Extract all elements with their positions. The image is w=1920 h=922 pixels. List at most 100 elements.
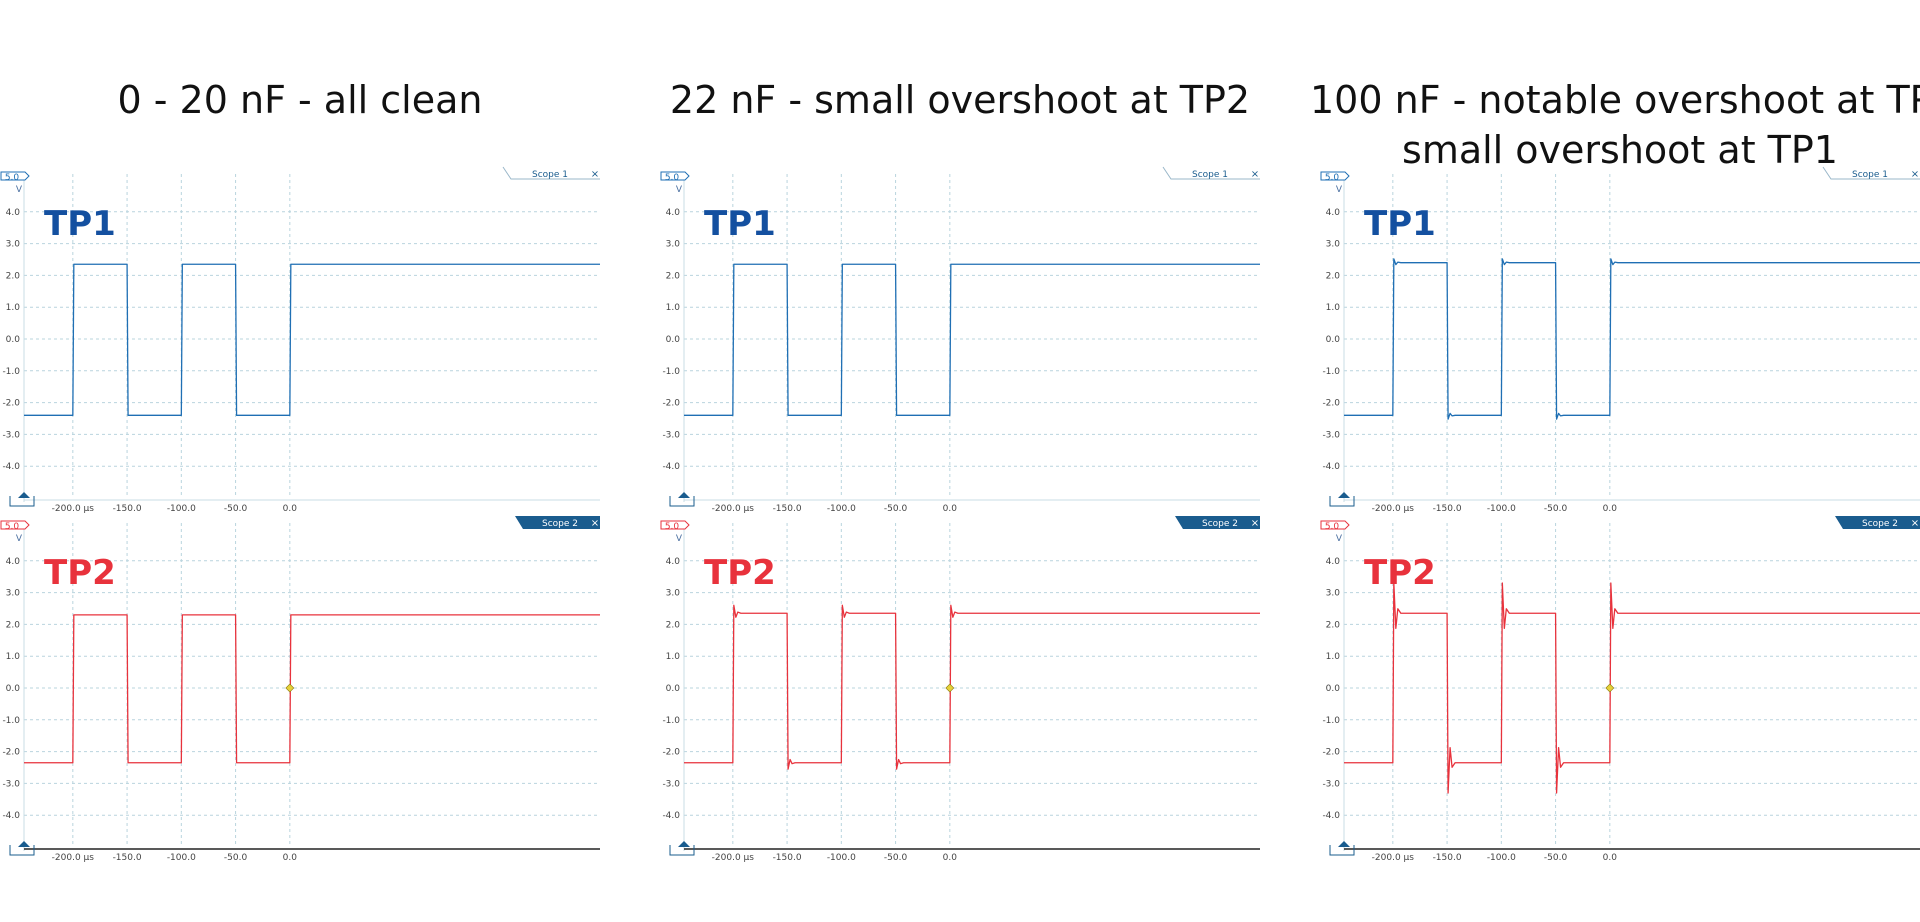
- y-tick-label: -2.0: [662, 399, 680, 409]
- y-tick-label: -2.0: [2, 748, 20, 758]
- scale-badge: [660, 171, 690, 181]
- trigger-marker-icon: [945, 683, 955, 693]
- y-tick-label: 2.0: [666, 620, 681, 630]
- x-tick-label: 0.0: [943, 504, 958, 514]
- x-tick-label: -50.0: [1544, 504, 1568, 514]
- scale-badge: [0, 520, 30, 530]
- trigger-bracket: [669, 496, 695, 507]
- scope-tab-label: Scope 1: [1192, 170, 1228, 180]
- y-tick-label: 0.0: [6, 335, 21, 345]
- x-tick-label: -150.0: [113, 504, 142, 514]
- y-tick-label: 1.0: [1326, 303, 1341, 313]
- x-tick-label: -150.0: [1433, 504, 1462, 514]
- y-tick-label: -3.0: [662, 430, 680, 440]
- y-tick-label: 4.0: [1326, 557, 1341, 567]
- probe-label: TP1: [1364, 204, 1436, 244]
- panel-title-2-line-1: 22 nF - small overshoot at TP2: [669, 78, 1251, 122]
- close-icon: ×: [1251, 518, 1259, 529]
- y-tick-label: -4.0: [662, 811, 680, 821]
- scope-2-screen: 4.0 3.0 2.0 1.0 0.0 -1.0 -2.0 -3.0 -4.0 5.0 V Scope…: [0, 516, 600, 863]
- y-tick-label: 3.0: [666, 240, 681, 250]
- scope-tab: [1822, 166, 1920, 180]
- scope-tab-label: Scope 2: [1202, 519, 1238, 529]
- scope-tab: [1162, 166, 1260, 180]
- y-tick-label: 1.0: [6, 652, 21, 662]
- waveform-tp2: [24, 614, 600, 764]
- x-tick-label: 0.0: [1603, 504, 1618, 514]
- probe-label: TP2: [704, 553, 776, 593]
- unit-label: V: [1336, 185, 1343, 195]
- scope-tab: [1835, 516, 1920, 529]
- x-tick-label: -200.0 µs: [712, 853, 755, 863]
- x-tick-label: -150.0: [773, 504, 802, 514]
- y-tick-label: 3.0: [1326, 240, 1341, 250]
- y-tick-label: -1.0: [1322, 716, 1340, 726]
- panel-title-2: 22 nF - small overshoot at TP2: [660, 75, 1260, 125]
- x-tick-label: 0.0: [1603, 853, 1618, 863]
- scale-badge: [1320, 520, 1350, 530]
- scale-value: 5.0: [1325, 173, 1340, 183]
- bracket-arrow-icon: [1338, 841, 1350, 847]
- close-icon: ×: [1911, 169, 1919, 180]
- y-tick-label: 2.0: [6, 620, 21, 630]
- x-tick-label: 0.0: [283, 853, 298, 863]
- y-tick-label: 2.0: [666, 271, 681, 281]
- scale-badge: [660, 520, 690, 530]
- y-tick-label: 4.0: [666, 557, 681, 567]
- y-tick-label: -3.0: [1322, 430, 1340, 440]
- probe-label: TP1: [704, 204, 776, 244]
- x-tick-label: -50.0: [224, 504, 248, 514]
- y-tick-label: -4.0: [2, 462, 20, 472]
- waveform-tp1: [24, 263, 600, 416]
- scope-2-screen: 4.0 3.0 2.0 1.0 0.0 -1.0 -2.0 -3.0 -4.0 5.0 V Scope…: [1320, 516, 1920, 863]
- x-tick-label: -50.0: [224, 853, 248, 863]
- unit-label: V: [1336, 534, 1343, 544]
- scope-tab-label: Scope 1: [1852, 170, 1888, 180]
- y-tick-label: 0.0: [6, 684, 21, 694]
- scale-value: 5.0: [665, 522, 680, 532]
- x-tick-label: -200.0 µs: [52, 504, 95, 514]
- x-tick-label: -100.0: [827, 853, 856, 863]
- x-tick-label: 0.0: [943, 853, 958, 863]
- y-tick-label: 0.0: [666, 335, 681, 345]
- y-tick-label: -2.0: [1322, 748, 1340, 758]
- y-tick-label: 4.0: [1326, 208, 1341, 218]
- y-tick-label: -4.0: [2, 811, 20, 821]
- y-tick-label: -1.0: [662, 716, 680, 726]
- y-tick-label: 1.0: [666, 652, 681, 662]
- bracket-arrow-icon: [678, 492, 690, 498]
- scope-tab-label: Scope 1: [532, 170, 568, 180]
- y-tick-label: 0.0: [1326, 335, 1341, 345]
- panel-title-3-line-1: 100 nF - notable overshoot at TP2,: [1310, 78, 1920, 122]
- x-tick-label: -200.0 µs: [712, 504, 755, 514]
- x-tick-label: 0.0: [283, 504, 298, 514]
- y-tick-label: 1.0: [1326, 652, 1341, 662]
- scope-1-screen: 4.0 3.0 2.0 1.0 0.0 -1.0 -2.0 -3.0 -4.0 5.0 V Scope…: [660, 166, 1260, 514]
- waveform-tp2: [684, 604, 1260, 770]
- y-tick-label: -3.0: [1322, 779, 1340, 789]
- waveform-tp1: [684, 263, 1260, 416]
- close-icon: ×: [1911, 518, 1919, 529]
- trigger-bracket: [669, 845, 695, 856]
- unit-label: V: [676, 534, 683, 544]
- scope-1-screen: 4.0 3.0 2.0 1.0 0.0 -1.0 -2.0 -3.0 -4.0 5.0 V Scope…: [1320, 166, 1920, 514]
- y-tick-label: -3.0: [662, 779, 680, 789]
- y-tick-label: -1.0: [1322, 367, 1340, 377]
- y-tick-label: 3.0: [6, 240, 21, 250]
- probe-label: TP2: [44, 553, 116, 593]
- trigger-marker-icon: [285, 683, 295, 693]
- scale-value: 5.0: [665, 173, 680, 183]
- trigger-bracket: [9, 845, 35, 856]
- scope-tab: [515, 516, 600, 529]
- x-tick-label: -100.0: [167, 504, 196, 514]
- trigger-bracket: [1329, 496, 1355, 507]
- y-tick-label: 2.0: [1326, 271, 1341, 281]
- scope-tab-label: Scope 2: [542, 519, 578, 529]
- panel-title-3: 100 nF - notable overshoot at TP2, small…: [1310, 75, 1920, 175]
- x-tick-label: -100.0: [1487, 853, 1516, 863]
- y-tick-label: 3.0: [666, 589, 681, 599]
- y-tick-label: -1.0: [2, 367, 20, 377]
- bracket-arrow-icon: [678, 841, 690, 847]
- scope-tab: [1175, 516, 1260, 529]
